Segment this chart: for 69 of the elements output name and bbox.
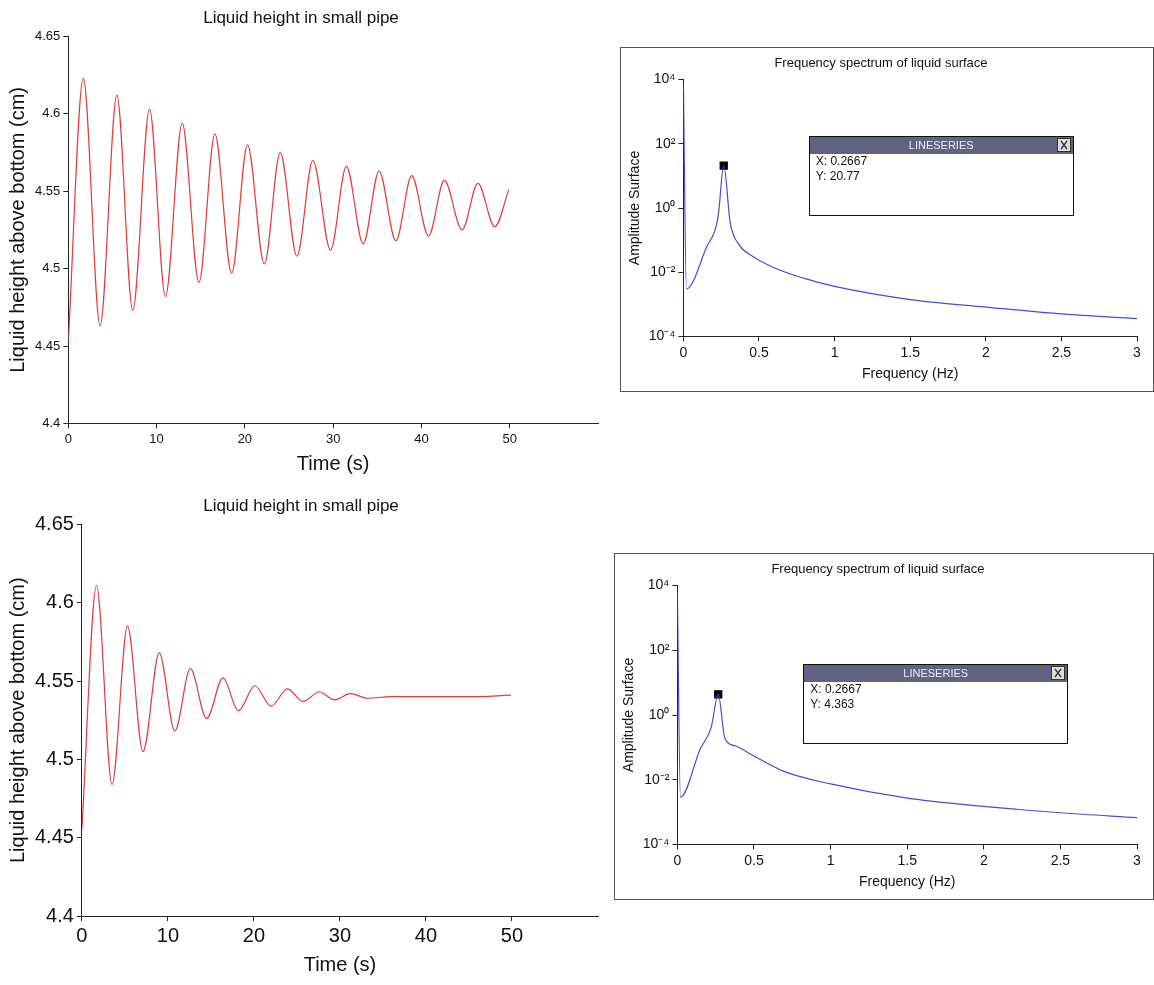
y-axis-title: Amplitude Surface (620, 657, 637, 773)
x-tick-label: 0.5 (744, 851, 764, 868)
x-tick-label: 10 (156, 923, 180, 946)
x-tick-label: 1 (830, 343, 839, 360)
x-tick-label: 2 (979, 851, 988, 868)
y-tick-label: 10⁻² (650, 263, 676, 280)
x-tick-label: 20 (237, 430, 253, 446)
annotation: LINESERIES (809, 136, 1073, 154)
y-axis-title: Liquid height above bottom (cm) (5, 577, 28, 864)
x-tick-label: 3 (1133, 343, 1142, 360)
x-tick-label: 40 (414, 923, 438, 946)
x-tick-label: 2.5 (1050, 851, 1071, 868)
y-tick-label: 10⁰ (648, 705, 670, 722)
x-tick-label: 0 (64, 430, 72, 446)
x-axis-title: Frequency (Hz) (858, 873, 956, 890)
y-tick-label: 10⁴ (647, 576, 670, 593)
chart-title: Frequency spectrum of liquid surface (774, 55, 988, 71)
y-tick-label: 4.45 (34, 825, 74, 848)
annotation: X: 0.2667 (809, 682, 863, 698)
x-tick-label: 0.5 (749, 343, 769, 360)
y-tick-label: 10² (649, 641, 670, 658)
y-tick-label: 4.6 (42, 105, 61, 121)
x-tick-label: 1 (826, 851, 835, 868)
x-axis-title: Time (s) (303, 952, 377, 975)
x-axis-title: Frequency (Hz) (861, 365, 959, 382)
y-axis-title: Amplitude Surface (626, 150, 643, 266)
x-tick-label: 50 (500, 923, 524, 946)
x-tick-label: 2 (981, 343, 990, 360)
y-tick-label: 10⁻⁴ (642, 835, 670, 852)
y-tick-label: 10⁻² (644, 770, 670, 787)
x-tick-label: 0 (673, 851, 682, 868)
y-tick-label: 4.5 (46, 746, 74, 769)
y-tick-label: 4.45 (34, 337, 61, 353)
x-tick-label: 30 (325, 430, 341, 446)
x-tick-label: 20 (242, 923, 266, 946)
y-tick-label: 10⁴ (653, 70, 676, 87)
x-tick-label: 2.5 (1051, 343, 1072, 360)
y-tick-label: 10⁰ (654, 198, 676, 215)
popup-box: LINESERIES X: 0.2667 Y: 20.77 (808, 135, 1074, 216)
y-axis-title: Liquid height above bottom (cm) (5, 87, 28, 373)
line-series (81, 584, 512, 829)
x-tick-label: 0 (76, 923, 88, 946)
x-axis-title: Time (s) (296, 451, 370, 474)
y-tick-label: 4.5 (42, 260, 61, 276)
annotation: Y: 20.77 (814, 168, 861, 184)
y-tick-label: 10⁻⁴ (648, 327, 676, 344)
y-tick-label: 4.65 (34, 27, 61, 43)
x-tick-label: 10 (149, 430, 164, 446)
x-tick-label: 50 (502, 430, 517, 446)
x-tick-label: 1.5 (897, 851, 918, 868)
annotation: X: 0.2667 (814, 153, 869, 169)
y-tick-label: 4.6 (46, 590, 74, 613)
annotation: LINESERIES (804, 665, 1068, 683)
chart-title: Liquid height in small pipe (203, 7, 399, 27)
y-tick-label: 10² (655, 134, 676, 151)
x-tick-label: 0 (679, 343, 688, 360)
annotation: Y: 4.363 (809, 697, 856, 713)
y-tick-label: 4.55 (34, 182, 61, 198)
y-tick-label: 4.55 (34, 668, 74, 691)
x-tick-label: 30 (328, 923, 352, 946)
popup-box: LINESERIES X: 0.2667 Y: 4.363 (803, 664, 1069, 745)
chart-title: Frequency spectrum of liquid surface (771, 561, 985, 577)
chart-title: Liquid height in small pipe (203, 495, 399, 515)
x-tick-label: 3 (1133, 851, 1142, 868)
y-tick-label: 4.65 (34, 511, 74, 534)
y-tick-label: 4.4 (46, 903, 74, 926)
x-tick-label: 40 (414, 430, 429, 446)
y-tick-label: 4.4 (42, 414, 61, 430)
x-tick-label: 1.5 (900, 343, 921, 360)
